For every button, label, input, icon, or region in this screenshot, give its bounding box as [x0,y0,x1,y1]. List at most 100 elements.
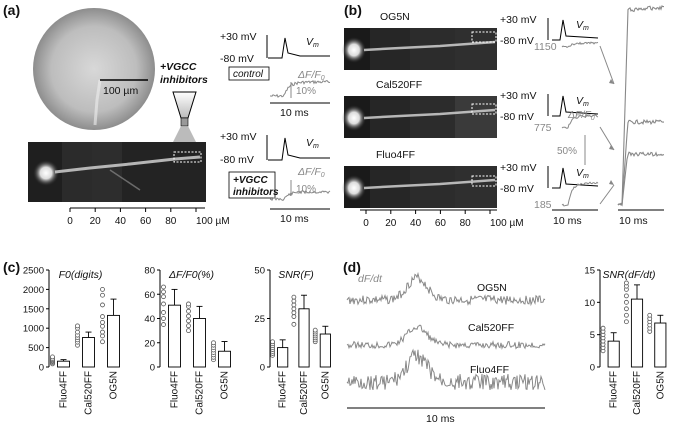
data-point [100,319,105,325]
f0-value: 775 [534,122,552,134]
category-label: Fluo4FF [278,371,289,408]
f-trace [561,41,599,49]
data-point [100,292,105,298]
y-tick-label: 1000 [23,324,44,335]
axis-tick-label: 40 [115,216,127,227]
arrow [599,45,615,85]
y-tick-label: 0 [260,363,265,374]
y-tick-label: 40 [144,314,155,325]
f-trace [561,114,599,129]
inhibitor-label-1: +VGCC [160,61,197,73]
dff-trace-inhibitor [269,189,331,202]
svg-text:ΔF/F0: ΔF/F0 [297,69,325,82]
data-point [647,312,653,318]
bar-chart-3: 0 5 10 15 SNR(dF/dt) Fluo4FF Cal520FF OG5N [584,266,667,415]
y-tick-label: 10 [584,298,595,309]
vm-lo-label: -80 mV [500,183,534,195]
y-tick-label: 0 [590,363,595,374]
dff-trace-control [270,79,331,98]
y-tick-label: 1500 [23,304,44,315]
axis-tick-label: 40 [410,218,422,229]
svg-text:10%: 10% [296,184,316,195]
panel-a-distance-axis: 0 20 40 60 80 100 µM [67,207,230,227]
data-point [624,293,629,299]
data-point [291,298,297,304]
panel-a-neuron-image [28,142,206,202]
data-point [161,301,166,307]
axis-tick-label: 100 µM [196,216,230,227]
category-label: Fluo4FF [170,371,181,408]
scale-bar-label: 100 µm [103,85,138,97]
data-point [291,302,297,308]
panel-b-zoomed-traces [617,5,665,207]
y-tick-label: 80 [144,266,155,277]
b-time1-label: 10 ms [553,215,582,227]
vgcc-inhibitor-pipette: +VGCC inhibitors [160,61,208,142]
arrow [599,184,615,205]
vm-label: Vm [576,167,589,180]
control-box-label: control [233,69,264,80]
data-point [312,327,318,333]
axis-tick-label: 100 µM [490,218,524,229]
roi-box [173,151,202,163]
dfdt-trace-og5n [346,271,546,307]
vm-label: V [306,36,314,48]
panel-a-label: (a) [3,2,20,18]
zoomed-trace [617,5,664,206]
data-point [186,328,191,334]
vm-hi-label: +30 mV [220,31,256,43]
zoomed-trace [617,118,664,206]
vm-hi-label: +30 mV [500,14,536,26]
bar-og5n [654,322,667,368]
panel-a-widefield-image: 100 µm [20,6,168,132]
pipette-cone [172,91,197,119]
data-point [161,316,166,321]
chart-title: SNR(dF/dt) [602,269,655,281]
data-point [161,284,166,290]
trace-name: Cal520FF [468,322,514,334]
control-box [228,66,270,81]
data-point [291,294,297,300]
axis-tick-label: 0 [67,216,73,227]
y-tick-label: 2000 [23,285,44,296]
svg-text:+VGCC: +VGCC [233,175,269,186]
f0-value: 185 [534,199,552,211]
data-point [186,323,191,329]
trace-name: OG5N [477,282,507,294]
inhibitor-label-2: inhibitors [160,74,208,86]
data-point [624,280,629,286]
bar-chart-1: 0 20 40 60 80 ΔF/F0(%) Fluo4FF Cal520FF OG5N [144,266,231,415]
vm-label: Vm [576,19,589,32]
b-image-og5n [342,28,497,70]
data-point [161,310,166,315]
bar-chart-2: 0 25 50 SNR(F) Fluo4FF Cal520FF OG5N [254,266,331,415]
trace-name: Fluo4FF [470,364,509,376]
svg-text:inhibitors: inhibitors [233,187,279,198]
chart-title: F0(digits) [59,269,103,281]
data-point [186,313,191,319]
data-point [75,323,80,329]
y-tick-label: 0 [39,363,44,374]
data-point [270,339,275,345]
roi-box [471,31,497,43]
data-point [161,289,166,295]
category-label: OG5N [220,371,231,399]
dye-name-fluo4ff: Fluo4FF [376,149,415,161]
vm-lo-label: -80 mV [500,111,534,123]
y-tick-label: 2500 [23,266,44,277]
roi-box [471,175,497,187]
f0-value: 1150 [534,41,557,53]
bar-cal520ff [82,337,95,368]
vm-trace [268,37,330,59]
category-label: Fluo4FF [609,371,620,408]
bar-fluo4ff [607,340,620,368]
panel-d-derivative-traces: OG5N Cal520FF Fluo4FF [346,271,546,391]
axis-tick-label: 60 [140,216,152,227]
axis-tick-label: 0 [363,218,369,229]
vm-label: Vm [576,95,589,108]
vm-hi-label: +30 mV [500,162,536,174]
data-point [161,294,166,300]
axis-tick-label: 60 [435,218,447,229]
zoomed-trace [617,151,665,207]
